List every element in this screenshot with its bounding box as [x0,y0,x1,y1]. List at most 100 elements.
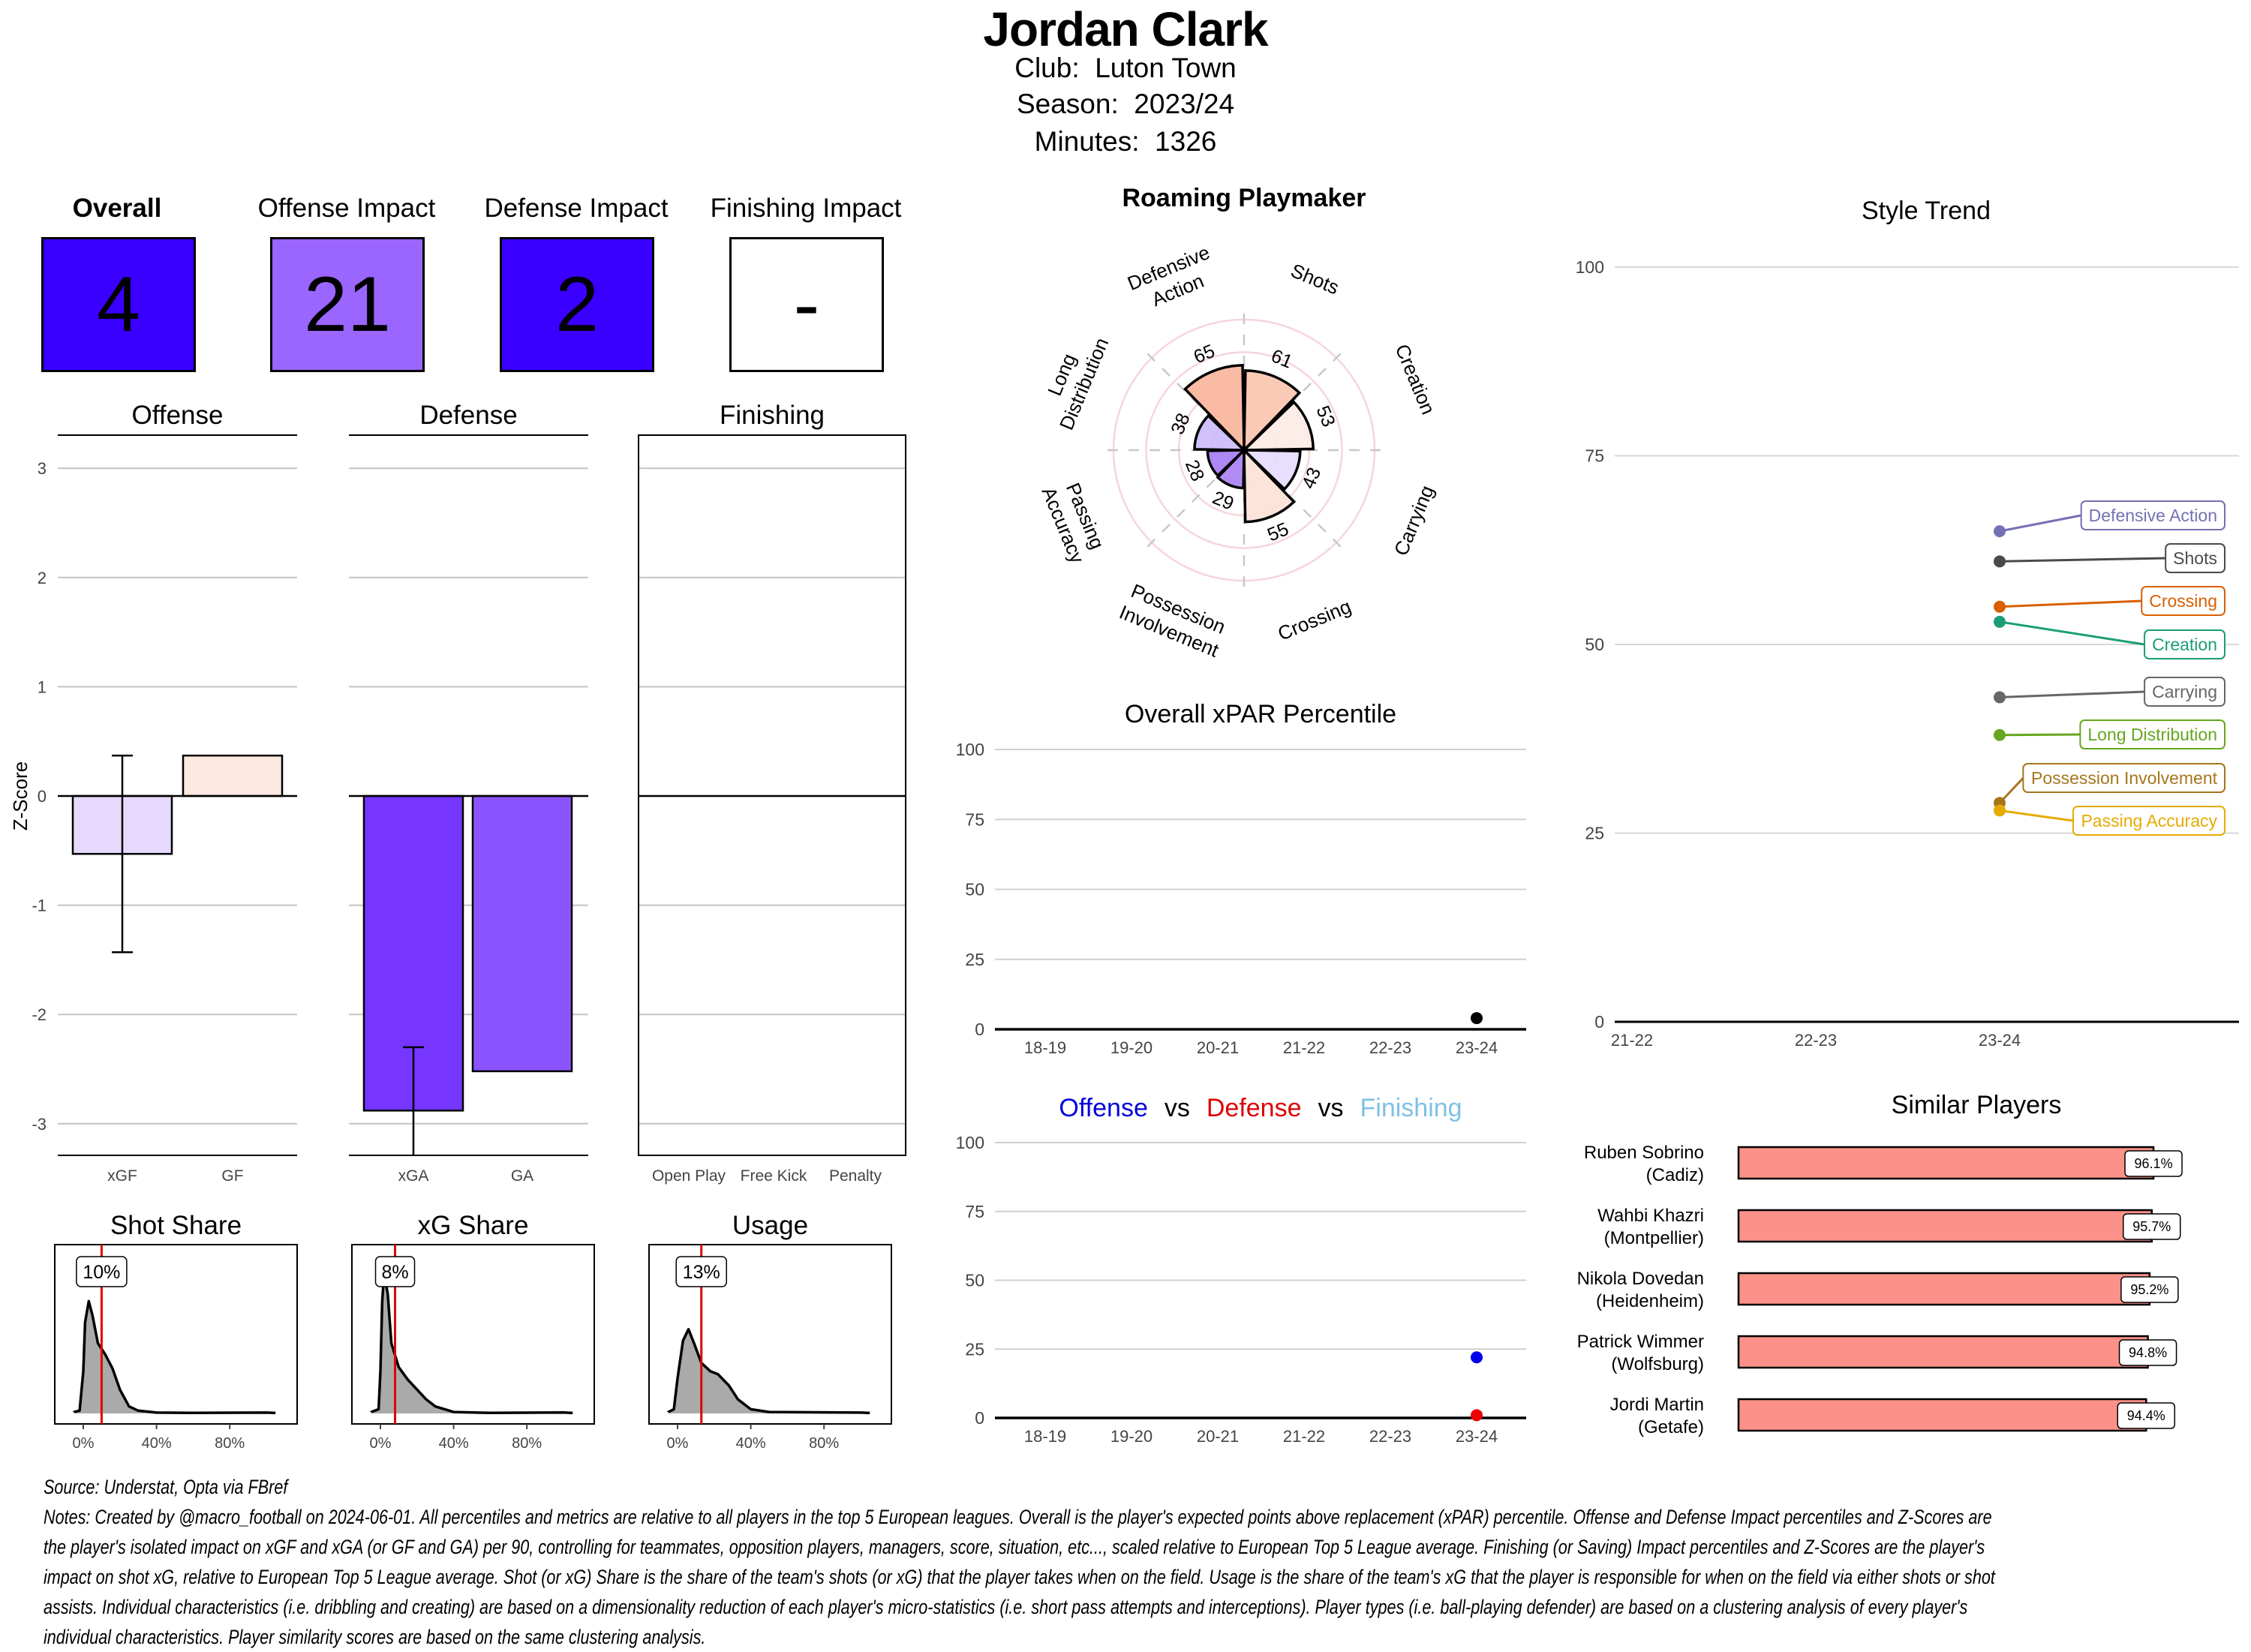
panel-border [648,1244,892,1425]
series-label-box [2144,629,2225,659]
label-line: Shots [1288,259,1342,299]
similar-player-row: Patrick Wimmer(Wolfsburg) 94.8% [1577,1332,2177,1374]
label-line: Carrying [1390,482,1438,559]
club-label: Club: [1014,53,1080,83]
label-leader-line [1999,557,2166,563]
club-line: Club: Luton Town [0,53,2251,84]
value-label-box [76,1256,128,1287]
polar-bar-carrying [1240,449,1302,491]
x-tick-label: 23-24 [1979,1031,2021,1050]
density-line [370,1272,573,1415]
polar-category-label: DefensiveAction [1124,241,1222,317]
label-leader-line [1999,733,2081,737]
panel-title: Defense [419,401,517,430]
minutes-line: Minutes: 1326 [0,126,2251,158]
category-label: Penalty [829,1167,882,1185]
density-panel-1: xG Share 8% 0% 40% 80% [351,1211,595,1452]
overall-card: 4 [41,237,196,372]
polar-category-label: Crossing [1275,595,1354,645]
series-possession-involvement: Possession Involvement [1994,763,2225,809]
series-label-box [2022,763,2225,793]
title-part: Offense [1059,1094,1147,1122]
polar-chart: Roaming Playmaker 61 Shots 53 Creation 43 Carr… [1032,184,1440,662]
polar-value-label: 29 [1210,487,1237,515]
player-club: (Wolfsburg) [1611,1354,1704,1374]
source-text: Source: Understat, Opta via FBref [44,1476,288,1498]
x-tick-label: 23-24 [1456,1427,1498,1446]
polar-bar-crossing [1243,446,1296,524]
footer-notes: Source: Understat, Opta via FBref Notes:… [44,1472,2219,1652]
notes-line: individual characteristics. Player simil… [44,1626,706,1648]
label-leader-line [1999,809,2074,822]
series-label-box [2144,677,2225,707]
y-tick-label: -3 [32,1115,47,1134]
panel-title: Usage [732,1211,808,1240]
polar-category-label: LongDistribution [1032,326,1113,434]
polar-bar-creation [1240,400,1315,452]
similarity-bar [1737,1335,2149,1369]
polar-bar-possession-involvement [1216,446,1246,490]
series-label: Defensive Action [2089,506,2217,525]
zscore-panel-finishing: Finishing Open Play Free Kick Penalty [638,401,906,1185]
series-label: Shots [2173,548,2217,568]
y-tick-label: 25 [965,950,984,969]
player-club: (Montpellier) [1604,1228,1704,1248]
label-line: Crossing [1275,595,1354,645]
x-tick-label: 21-22 [1283,1427,1325,1446]
minutes-label: Minutes: [1034,126,1140,157]
finishing-impact-card: - [729,237,884,372]
series-defensive-action: Defensive Action [1994,500,2225,538]
season-line: Season: 2023/24 [0,89,2251,120]
y-tick-label: 0 [975,1020,984,1039]
series-shots: Shots [1994,543,2225,573]
player-name: Jordi Martin [1610,1395,1704,1415]
offense-impact-card: 21 [270,237,425,372]
similarity-bar [1737,1398,2147,1432]
x-tick-label: 18-19 [1024,1038,1066,1057]
y-tick-label: -1 [32,897,47,915]
similarity-label-box [2123,1213,2181,1240]
y-tick-label: 0 [1594,1012,1604,1032]
y-tick-label: 3 [38,459,47,478]
player-name: Patrick Wimmer [1577,1332,1704,1352]
chart-title: Offense vs Defense vs Finishing [1059,1094,1462,1122]
series-label: Crossing [2149,591,2217,611]
series-label: Possession Involvement [2031,768,2218,788]
polar-category-label: Carrying [1390,482,1438,559]
density-line [667,1328,870,1415]
similarity-label-box [2118,1339,2177,1366]
y-tick-label: 1 [38,677,47,696]
series-carrying: Carrying [1994,677,2225,707]
notes-line: Notes: Created by @macro_football on 202… [44,1506,1992,1528]
zscore-panel-defense: Defense xGA GA [349,401,588,1185]
density-panel-2: Usage 13% 0% 40% 80% [648,1211,892,1452]
y-tick-label: 50 [1585,635,1604,654]
category-label: xGF [107,1167,137,1185]
polar-value-label: 61 [1268,345,1295,373]
chart-title: Style Trend [1862,197,1991,225]
title-part: Defense [1207,1094,1302,1122]
x-tick-label: 40% [736,1435,766,1452]
notes-line: impact on shot xG, relative to European … [44,1566,1995,1588]
x-tick-label: 23-24 [1456,1038,1498,1057]
similarity-label: 95.7% [2132,1219,2171,1234]
y-tick-label: 100 [956,1133,984,1152]
y-tick-label: 75 [965,809,984,829]
zscore-panel-offense: Offense xGF GF [58,401,297,1185]
x-tick-label: 22-23 [1795,1031,1837,1050]
panel-title: Finishing [720,401,825,430]
similarity-label-box [2117,1402,2176,1429]
density-area [74,1301,276,1413]
offense-impact-label: Offense Impact [257,194,436,223]
x-tick-label: 0% [667,1435,689,1452]
x-tick-label: 0% [73,1435,95,1452]
y-tick-label: 0 [38,787,47,806]
x-tick-label: 22-23 [1369,1038,1411,1057]
overall-label: Overall [72,194,162,223]
player-name: Jordan Clark [983,2,1268,56]
panel-title: Shot Share [110,1211,242,1240]
chart-title: Overall xPAR Percentile [1125,700,1396,728]
similarity-bar [1737,1209,2153,1243]
panel-title: xG Share [418,1211,529,1240]
value-label: 8% [381,1262,408,1283]
